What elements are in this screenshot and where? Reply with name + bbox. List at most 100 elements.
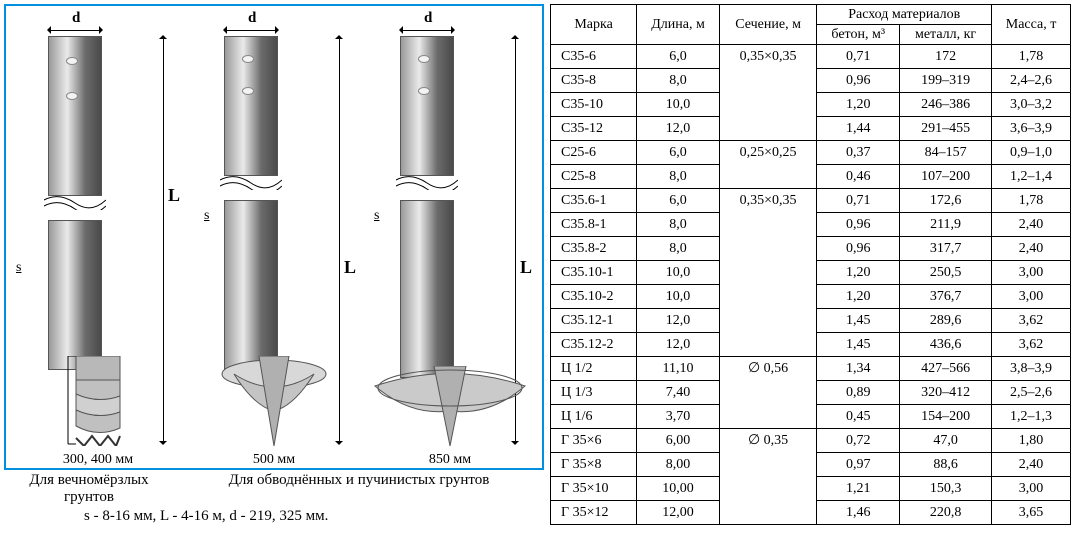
- table-row: С35-88,00,96199–3192,4–2,6: [551, 69, 1071, 93]
- base-label: 850 мм: [366, 452, 534, 468]
- cell-concrete: 0,46: [817, 165, 900, 189]
- caption-waterlogged: Для обводнённых и пучинистых грунтов: [174, 472, 544, 506]
- cell-section: [719, 405, 817, 429]
- cell-length: 12,00: [637, 501, 720, 525]
- cell-brand: С35.10-2: [551, 285, 637, 309]
- cell-brand: С35.8-1: [551, 213, 637, 237]
- cell-section: [719, 69, 817, 93]
- col-length: Длина, м: [637, 5, 720, 45]
- s-label: s: [16, 260, 21, 276]
- cell-brand: С25-8: [551, 165, 637, 189]
- cell-concrete: 0,96: [817, 69, 900, 93]
- tip-spiral-icon: [58, 356, 138, 446]
- cell-concrete: 0,71: [817, 45, 900, 69]
- cell-metal: 199–319: [900, 69, 992, 93]
- l-arrow-icon: [339, 36, 340, 444]
- cell-brand: С35-10: [551, 93, 637, 117]
- cell-length: 8,0: [637, 237, 720, 261]
- cell-mass: 2,4–2,6: [992, 69, 1071, 93]
- diagram-frame: d L s: [4, 4, 544, 470]
- cell-section: [719, 453, 817, 477]
- cell-mass: 3,62: [992, 309, 1071, 333]
- bolt-hole-icon: [242, 55, 254, 63]
- cell-metal: 172: [900, 45, 992, 69]
- table-row: Г 35×66,00∅ 0,350,7247,01,80: [551, 429, 1071, 453]
- l-label: L: [344, 257, 356, 278]
- cell-brand: Г 35×10: [551, 477, 637, 501]
- cell-length: 11,10: [637, 357, 720, 381]
- cell-section: ∅ 0,56: [719, 357, 817, 381]
- cell-concrete: 1,20: [817, 285, 900, 309]
- bolt-hole-icon: [66, 57, 78, 65]
- cell-brand: Г 35×8: [551, 453, 637, 477]
- d-arrow-icon: [224, 30, 278, 31]
- l-label: L: [520, 257, 532, 278]
- cell-length: 8,0: [637, 165, 720, 189]
- cell-length: 6,0: [637, 45, 720, 69]
- diagram-panel: d L s: [4, 4, 544, 525]
- col-materials: Расход материалов: [817, 5, 992, 25]
- cell-mass: 2,40: [992, 237, 1071, 261]
- d-label: d: [72, 10, 80, 27]
- cell-concrete: 1,34: [817, 357, 900, 381]
- cell-metal: 436,6: [900, 333, 992, 357]
- cell-mass: 3,0–3,2: [992, 93, 1071, 117]
- table-row: Г 35×88,000,9788,62,40: [551, 453, 1071, 477]
- table-row: С35-1010,01,20246–3863,0–3,2: [551, 93, 1071, 117]
- cell-length: 6,00: [637, 429, 720, 453]
- cell-concrete: 0,97: [817, 453, 900, 477]
- cell-brand: С35.8-2: [551, 237, 637, 261]
- cell-length: 6,0: [637, 141, 720, 165]
- s-label: s: [374, 208, 379, 224]
- cell-brand: С35.12-2: [551, 333, 637, 357]
- cell-mass: 1,78: [992, 45, 1071, 69]
- table-row: Ц 1/211,10∅ 0,561,34427–5663,8–3,9: [551, 357, 1071, 381]
- pile-upper-segment: [400, 36, 454, 176]
- cell-metal: 107–200: [900, 165, 992, 189]
- col-brand: Марка: [551, 5, 637, 45]
- cell-concrete: 1,21: [817, 477, 900, 501]
- d-label: d: [424, 10, 432, 27]
- tip-screw-narrow-icon: [214, 356, 334, 446]
- cell-length: 8,0: [637, 69, 720, 93]
- cell-mass: 3,65: [992, 501, 1071, 525]
- table-row: С35.12-112,01,45289,63,62: [551, 309, 1071, 333]
- cell-section: [719, 165, 817, 189]
- cell-metal: 427–566: [900, 357, 992, 381]
- bolt-hole-icon: [242, 87, 254, 95]
- cell-concrete: 0,71: [817, 189, 900, 213]
- cell-length: 8,00: [637, 453, 720, 477]
- cell-mass: 3,00: [992, 261, 1071, 285]
- cell-section: [719, 285, 817, 309]
- cell-length: 12,0: [637, 309, 720, 333]
- pile-upper-segment: [48, 36, 102, 196]
- pile-upper-segment: [224, 36, 278, 176]
- cell-mass: 1,2–1,4: [992, 165, 1071, 189]
- cell-concrete: 0,45: [817, 405, 900, 429]
- s-label: s: [204, 208, 209, 224]
- table-row: С35.12-212,01,45436,63,62: [551, 333, 1071, 357]
- cell-mass: 1,80: [992, 429, 1071, 453]
- cell-brand: С35.6-1: [551, 189, 637, 213]
- cell-length: 8,0: [637, 213, 720, 237]
- cell-section: [719, 237, 817, 261]
- cell-metal: 154–200: [900, 405, 992, 429]
- cell-mass: 2,40: [992, 213, 1071, 237]
- table-row: С25-88,0 0,46107–2001,2–1,4: [551, 165, 1071, 189]
- table-row: С35.8-28,00,96317,72,40: [551, 237, 1071, 261]
- cell-concrete: 0,89: [817, 381, 900, 405]
- cell-section: [719, 213, 817, 237]
- l-arrow-icon: [163, 36, 164, 444]
- cell-length: 10,0: [637, 261, 720, 285]
- cell-concrete: 1,45: [817, 333, 900, 357]
- table-row: Ц 1/63,700,45154–2001,2–1,3: [551, 405, 1071, 429]
- cell-section: [719, 501, 817, 525]
- cell-mass: 3,00: [992, 477, 1071, 501]
- table-row: Г 35×1212,001,46220,83,65: [551, 501, 1071, 525]
- col-section: Сечение, м: [719, 5, 817, 45]
- cell-mass: 2,40: [992, 453, 1071, 477]
- cell-metal: 150,3: [900, 477, 992, 501]
- table-row: Ц 1/37,400,89320–4122,5–2,6: [551, 381, 1071, 405]
- bolt-hole-icon: [66, 92, 78, 100]
- cell-mass: 3,62: [992, 333, 1071, 357]
